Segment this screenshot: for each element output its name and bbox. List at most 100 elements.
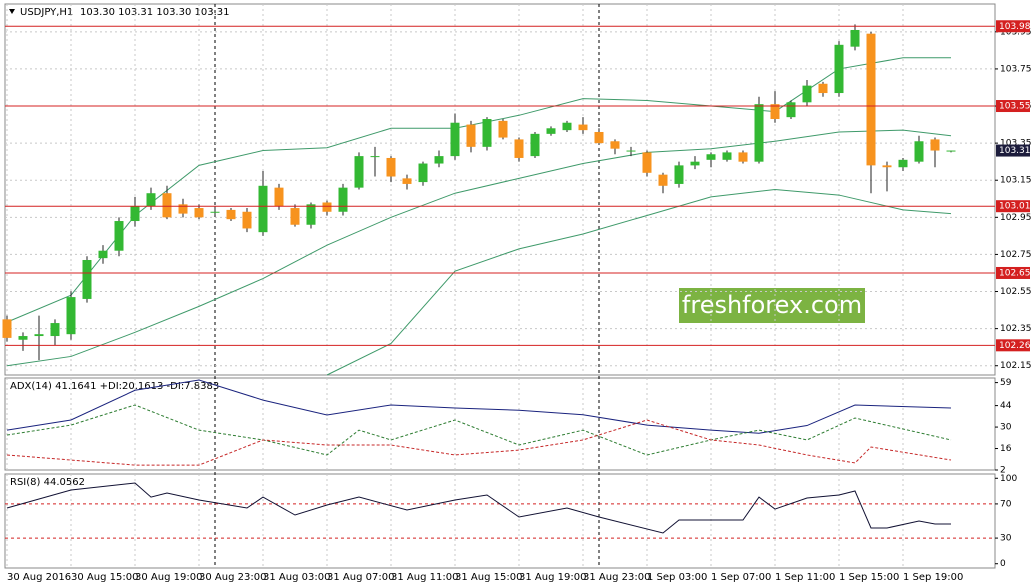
y-tick-label: 103.15: [1000, 176, 1032, 186]
candle-body: [930, 139, 940, 151]
candle-body: [322, 202, 332, 212]
level-label-bg: [996, 100, 1030, 113]
level-label-bg: [996, 200, 1030, 213]
x-tick-label: 1 Sep 15:00: [839, 572, 899, 583]
x-tick-label: 31 Aug 23:00: [583, 572, 650, 583]
indicator-line: [6, 482, 951, 534]
x-tick-label: 30 Aug 2016: [7, 572, 71, 583]
candle-body: [706, 154, 716, 160]
candle-body: [50, 323, 60, 337]
adx-title: ADX(14) 41.1641 +DI:20.1613 -DI:7.8383: [10, 381, 219, 392]
y-tick-label: 16: [1000, 444, 1012, 454]
y-tick-label: 102.35: [1000, 324, 1032, 334]
candle-body: [114, 221, 124, 251]
candle-body: [738, 152, 748, 162]
candle-body: [434, 156, 444, 164]
indicator-line: [6, 404, 952, 456]
candle-body: [274, 187, 284, 207]
candle-body: [850, 29, 860, 47]
candle-body: [226, 209, 236, 220]
candle-body: [610, 141, 620, 149]
adx-panel: [4, 377, 996, 471]
y-tick-label: 30: [1000, 423, 1012, 433]
candle-body: [66, 297, 76, 335]
candle-body: [834, 44, 844, 94]
candle-body: [818, 83, 828, 94]
candle-body: [802, 85, 812, 103]
y-tick-label: 102.95: [1000, 213, 1032, 223]
candle-body: [354, 156, 364, 188]
candle-body: [370, 156, 380, 158]
x-tick-label: 31 Aug 11:00: [391, 572, 458, 583]
y-tick-label: 102.15: [1000, 361, 1032, 371]
candle-body: [578, 124, 588, 131]
candle-body: [194, 208, 204, 218]
main-panel: [4, 3, 996, 376]
x-tick-label: 31 Aug 07:00: [327, 572, 394, 583]
candle-body: [386, 157, 396, 177]
candle-body: [306, 204, 316, 225]
candle-body: [98, 250, 108, 259]
candle-body: [34, 334, 44, 337]
y-tick-label: 30: [1000, 534, 1012, 544]
x-tick-label: 31 Aug 03:00: [263, 572, 330, 583]
candle-body: [882, 165, 892, 168]
y-tick-label: 100: [1000, 474, 1017, 484]
candle-body: [642, 152, 652, 173]
candle-body: [658, 174, 668, 186]
candle-body: [338, 187, 348, 212]
y-tick-label: 0: [1000, 559, 1006, 569]
y-tick-label: 102.55: [1000, 287, 1032, 297]
level-label-bg: [996, 20, 1030, 33]
y-tick-label: 103.95: [1000, 27, 1032, 37]
y-tick-label: 70: [1000, 499, 1012, 509]
y-tick-label: 103.35: [1000, 139, 1032, 149]
indicator-line: [6, 379, 952, 434]
y-tick-label: 103.75: [1000, 64, 1032, 74]
y-tick-label: 102.75: [1000, 250, 1032, 260]
rsi-panel: [4, 473, 996, 569]
symbol-title: USDJPY,H1: [20, 7, 73, 18]
level-label: 103.01: [999, 202, 1031, 212]
candle-body: [242, 211, 252, 229]
candle-body: [210, 211, 220, 213]
last-price-label: 103.31: [999, 146, 1031, 156]
level-label: 102.26: [999, 341, 1031, 351]
x-tick-label: 1 Sep 03:00: [647, 572, 707, 583]
candle-body: [418, 163, 428, 183]
candle-body: [146, 193, 156, 207]
candle-body: [674, 165, 684, 184]
rsi-title: RSI(8) 44.0562: [10, 477, 85, 488]
candle-body: [402, 178, 412, 184]
candle-body: [82, 259, 92, 299]
level-label-bg: [996, 339, 1030, 352]
level-label: 102.65: [999, 268, 1031, 278]
candle-body: [866, 33, 876, 166]
candle-body: [450, 122, 460, 157]
candle-body: [946, 150, 956, 152]
candle-body: [594, 131, 604, 144]
x-tick-label: 1 Sep 11:00: [775, 572, 835, 583]
candle-body: [546, 128, 556, 134]
watermark-box: [679, 288, 865, 323]
level-label: 103.98: [999, 22, 1031, 32]
x-tick-label: 30 Aug 15:00: [71, 572, 138, 583]
candle-body: [514, 139, 524, 158]
level-label: 103.55: [999, 102, 1031, 112]
level-label-bg: [996, 266, 1030, 279]
candle-body: [18, 336, 28, 340]
y-tick-label: 44: [1000, 401, 1012, 411]
candle-body: [162, 193, 172, 218]
x-tick-label: 30 Aug 19:00: [135, 572, 202, 583]
candle-body: [178, 204, 188, 214]
collapse-icon: [9, 9, 15, 14]
y-tick-label: 2: [1000, 466, 1006, 476]
x-tick-label: 1 Sep 07:00: [711, 572, 771, 583]
candle-body: [482, 119, 492, 147]
candle-body: [466, 124, 476, 147]
candle-body: [498, 120, 508, 138]
candle-body: [754, 104, 764, 162]
bollinger-band: [326, 188, 952, 376]
